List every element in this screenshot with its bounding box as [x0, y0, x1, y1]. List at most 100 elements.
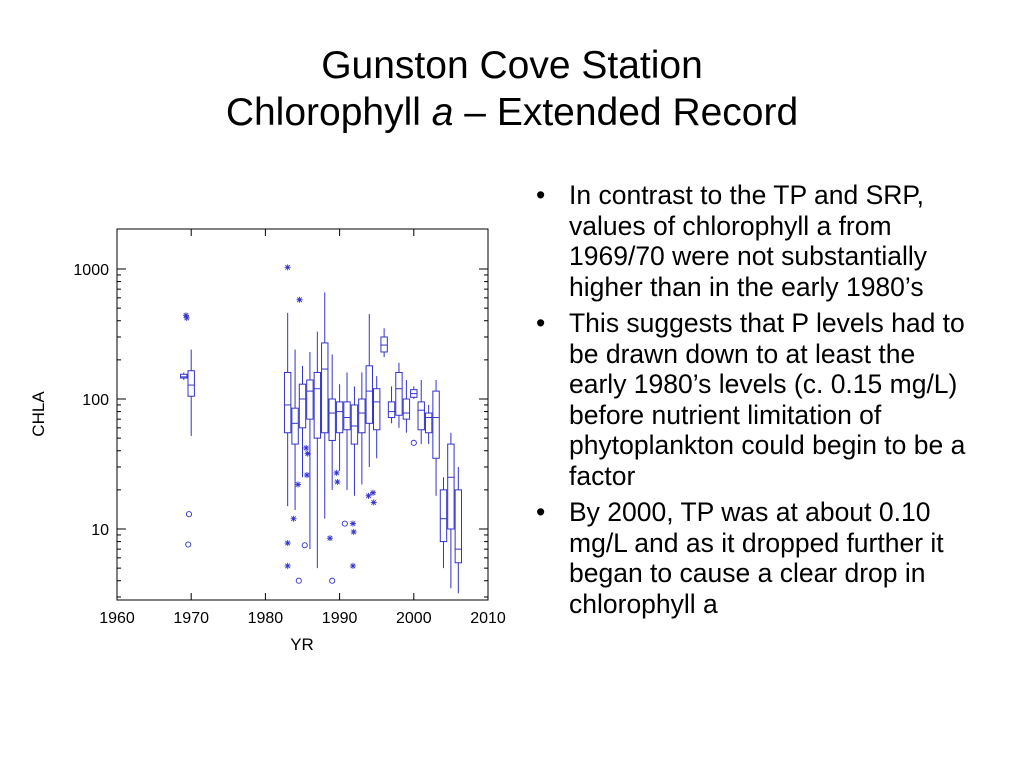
bullet-marker: • — [536, 308, 546, 338]
box-2005 — [447, 432, 455, 589]
outlier-circle — [185, 511, 193, 518]
box-1983 — [283, 312, 292, 507]
bullet-list: • In contrast to the TP and SRP, values o… — [536, 180, 976, 625]
outlier-star — [333, 469, 340, 476]
box-iqr — [335, 401, 344, 434]
box-1990 — [335, 384, 344, 471]
box-2000 — [410, 386, 418, 399]
box-1994 — [365, 314, 373, 467]
outlier-star — [296, 296, 303, 303]
box-1993 — [358, 372, 366, 485]
box-2003 — [432, 380, 440, 496]
bullet-item: • This suggests that P levels had to be d… — [536, 308, 976, 491]
outlier-star — [303, 472, 310, 479]
x-tick-label: 1960 — [99, 610, 135, 627]
outlier-circle — [410, 439, 417, 446]
box-1991 — [343, 372, 351, 490]
x-tick-label: 1990 — [322, 610, 358, 627]
outlier-star — [304, 450, 311, 457]
outlier-star — [183, 312, 190, 319]
outlier-star — [349, 520, 356, 527]
outlier-circle — [185, 541, 192, 548]
box-1998 — [395, 362, 403, 428]
outlier-star — [303, 444, 310, 451]
y-tick-label: 10 — [91, 522, 109, 539]
box-iqr — [187, 370, 195, 397]
outlier-circle — [341, 520, 348, 527]
box-1985 — [298, 365, 307, 478]
box-iqr — [291, 407, 299, 445]
box-iqr — [365, 365, 373, 424]
box-iqr — [321, 342, 329, 434]
outlier-points — [183, 264, 417, 584]
y-tick-label: 1000 — [73, 262, 109, 279]
title-line-2-suffix: – Extended Record — [453, 91, 799, 134]
box-iqr — [180, 373, 188, 379]
box-1987 — [313, 331, 322, 569]
x-tick-label: 1980 — [248, 610, 284, 627]
outlier-star — [290, 515, 297, 522]
outlier-star — [284, 562, 291, 569]
box-1997 — [387, 386, 396, 424]
outlier-star — [370, 499, 377, 506]
x-axis-label: YR — [290, 635, 314, 654]
x-tick-label: 1970 — [173, 610, 209, 627]
bullet-item: • In contrast to the TP and SRP, values o… — [536, 180, 976, 302]
box-iqr — [402, 398, 411, 420]
box-1970 — [187, 349, 195, 436]
box-iqr — [417, 401, 425, 431]
box-series — [180, 292, 463, 594]
outlier-star — [369, 489, 376, 496]
box-iqr — [283, 371, 292, 434]
box-iqr — [358, 398, 366, 434]
bullet-item: • By 2000, TP was at about 0.10 mg/L and … — [536, 497, 976, 619]
box-iqr — [454, 489, 463, 564]
plot-frame — [116, 228, 489, 601]
box-iqr — [380, 336, 388, 353]
outlier-star — [350, 528, 357, 535]
outlier-star — [284, 540, 291, 547]
box-2001 — [417, 380, 425, 445]
outlier-star — [326, 535, 333, 542]
box-1992 — [350, 386, 359, 496]
box-iqr — [439, 489, 448, 543]
box-iqr — [432, 390, 440, 459]
box-1995 — [373, 376, 381, 459]
x-tick-label: 2010 — [470, 610, 506, 627]
outlier-star — [295, 481, 302, 488]
box-iqr — [424, 412, 433, 434]
box-iqr — [387, 401, 396, 419]
outlier-circle — [301, 542, 308, 549]
outlier-star — [183, 314, 190, 321]
box-1999 — [402, 380, 411, 433]
title-line-2-italic: a — [431, 91, 454, 134]
box-iqr — [298, 383, 307, 429]
outlier-circle — [295, 577, 302, 584]
title-line-2-prefix: Chlorophyll — [225, 91, 432, 134]
outlier-circle — [329, 577, 336, 584]
y-tick-label: 100 — [82, 392, 109, 409]
outlier-star — [284, 264, 291, 271]
bullet-marker: • — [536, 180, 546, 210]
box-iqr — [328, 398, 336, 441]
box-1996 — [380, 328, 388, 358]
bullet-text: In contrast to the TP and SRP, values of… — [569, 180, 927, 302]
box-iqr — [343, 401, 351, 431]
box-iqr — [447, 443, 455, 530]
bullet-text: This suggests that P levels had to be dr… — [569, 308, 966, 491]
y-axis-ticks: 10 100 1000 — [73, 262, 488, 598]
slide-title: Gunston Cove Station Chlorophyll a – Ext… — [0, 42, 1024, 136]
box-2004 — [439, 477, 448, 569]
box-1984 — [291, 349, 299, 511]
outlier-star — [349, 562, 356, 569]
box-2006 — [454, 466, 463, 594]
box-iqr — [395, 371, 403, 416]
x-tick-label: 2000 — [396, 610, 432, 627]
title-line-1: Gunston Cove Station — [321, 44, 703, 87]
box-1969 — [180, 372, 188, 381]
outlier-star — [365, 492, 372, 499]
outlier-star — [334, 478, 341, 485]
box-1986 — [306, 351, 314, 550]
box-1989 — [328, 354, 336, 490]
x-axis-ticks: 1960 1970 1980 1990 2000 2010 — [99, 229, 506, 627]
